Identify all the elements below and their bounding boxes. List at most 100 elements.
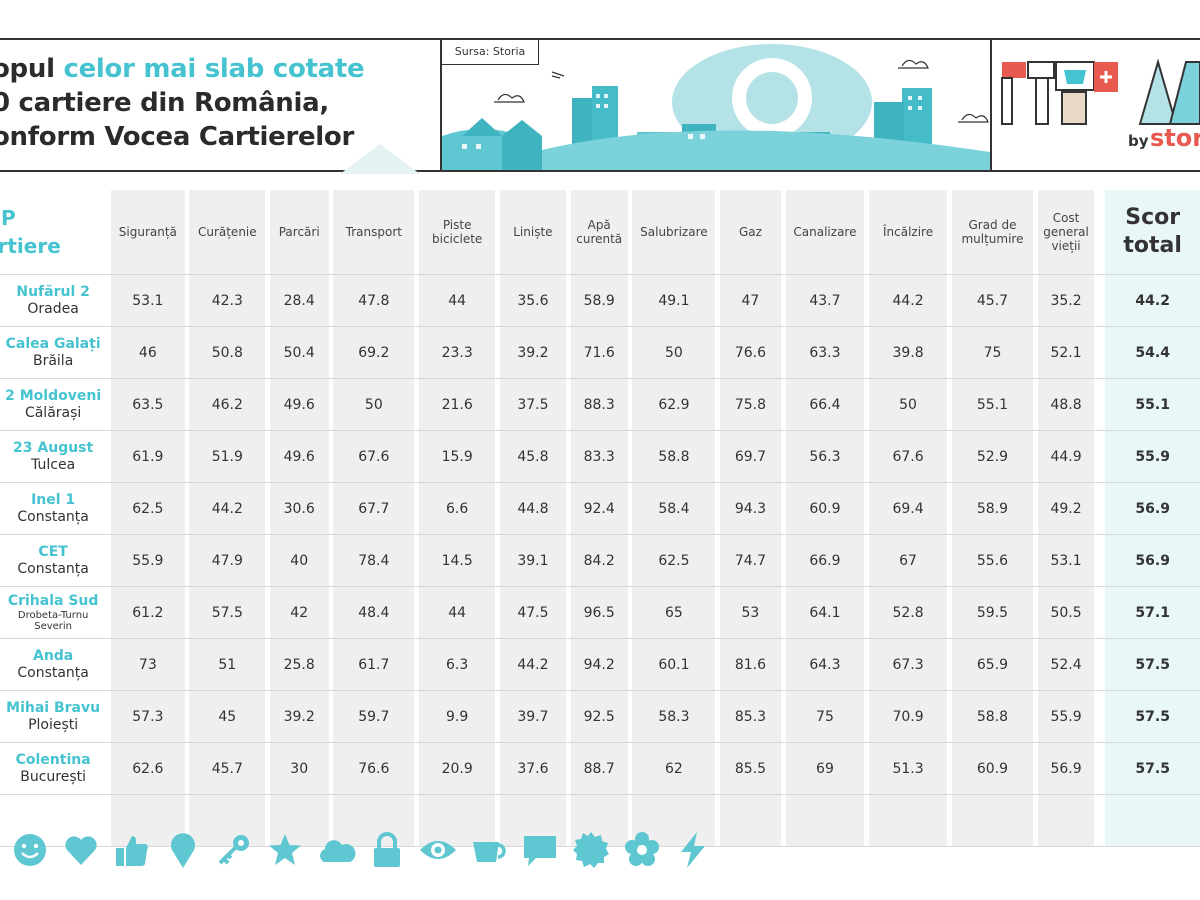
metric-value: 28.4 bbox=[269, 274, 329, 327]
column-header: Siguranță bbox=[110, 190, 185, 275]
neighborhood-cell: Mihai Bravu Ploiești bbox=[0, 690, 107, 743]
column-gap bbox=[565, 190, 571, 275]
title-accent: celor mai slab cotate bbox=[63, 54, 365, 84]
column-gap bbox=[947, 690, 952, 743]
brand-logo: by stor bbox=[990, 40, 1200, 170]
column-gap bbox=[1033, 326, 1038, 379]
metric-value: 21.6 bbox=[419, 378, 496, 431]
column-gap bbox=[265, 326, 270, 379]
column-gap bbox=[715, 638, 720, 691]
metric-value: 76.6 bbox=[333, 742, 415, 795]
metric-value: 25.8 bbox=[269, 638, 329, 691]
column-gap bbox=[1094, 638, 1106, 691]
column-gap bbox=[265, 534, 270, 587]
metric-value: 6.3 bbox=[419, 638, 496, 691]
speech-bubble-icon bbox=[520, 830, 560, 870]
metric-value: 75.8 bbox=[720, 378, 781, 431]
column-gap bbox=[947, 430, 952, 483]
column-gap bbox=[328, 190, 334, 275]
metric-value: 55.9 bbox=[1037, 690, 1095, 743]
metric-value: 45 bbox=[189, 690, 266, 743]
column-gap bbox=[864, 742, 870, 795]
score-total-value: 57.5 bbox=[1105, 742, 1200, 795]
metric-value: 71.6 bbox=[570, 326, 628, 379]
metric-value: 20.9 bbox=[419, 742, 496, 795]
score-total-header: Scor total bbox=[1105, 190, 1200, 275]
metric-value: 65.9 bbox=[951, 638, 1034, 691]
metric-value: 48.4 bbox=[333, 586, 415, 639]
metric-value: 75 bbox=[951, 326, 1034, 379]
metric-value: 83.3 bbox=[570, 430, 628, 483]
tail-cell bbox=[189, 794, 266, 847]
column-gap bbox=[565, 742, 571, 795]
metric-value: 23.3 bbox=[419, 326, 496, 379]
lock-icon bbox=[367, 830, 407, 870]
metric-value: 57.3 bbox=[110, 690, 185, 743]
metric-value: 52.8 bbox=[869, 586, 948, 639]
metric-value: 63.5 bbox=[110, 378, 185, 431]
column-gap bbox=[106, 430, 111, 483]
column-gap bbox=[328, 690, 334, 743]
metric-value: 39.8 bbox=[869, 326, 948, 379]
table-row: Calea Galați Brăila 46 50.8 50.4 69.2 23.3 39.2… bbox=[0, 326, 1200, 379]
column-gap bbox=[495, 638, 500, 691]
neighborhood-name: Nufărul 2 bbox=[16, 283, 90, 300]
column-gap bbox=[715, 190, 720, 275]
column-gap bbox=[414, 586, 420, 639]
column-gap bbox=[627, 690, 633, 743]
column-gap bbox=[947, 742, 952, 795]
metric-value: 94.2 bbox=[570, 638, 628, 691]
column-gap bbox=[627, 482, 633, 535]
metric-value: 78.4 bbox=[333, 534, 415, 587]
column-gap bbox=[947, 534, 952, 587]
column-gap bbox=[414, 690, 420, 743]
neighborhood-cell: Inel 1 Constanța bbox=[0, 482, 107, 535]
column-gap bbox=[864, 482, 870, 535]
table-body: Nufărul 2 Oradea 53.1 42.3 28.4 47.8 44 35.6 58.… bbox=[0, 274, 1200, 847]
metric-value: 76.6 bbox=[720, 326, 781, 379]
column-gap bbox=[780, 326, 786, 379]
tail-cell bbox=[414, 794, 420, 847]
metric-value: 65 bbox=[632, 586, 716, 639]
column-gap bbox=[715, 742, 720, 795]
table-row: Colentina București 62.6 45.7 30 76.6 20.9 37.6… bbox=[0, 742, 1200, 795]
metric-value: 49.6 bbox=[269, 378, 329, 431]
column-gap bbox=[265, 690, 270, 743]
column-gap bbox=[414, 274, 420, 327]
metric-value: 53.1 bbox=[1037, 534, 1095, 587]
eye-icon bbox=[418, 830, 458, 870]
metric-value: 49.2 bbox=[1037, 482, 1095, 535]
column-gap bbox=[627, 326, 633, 379]
metric-value: 67.6 bbox=[869, 430, 948, 483]
metric-value: 94.3 bbox=[720, 482, 781, 535]
metric-value: 60.1 bbox=[632, 638, 716, 691]
tail-cell bbox=[1037, 794, 1095, 847]
metric-value: 67.7 bbox=[333, 482, 415, 535]
column-gap bbox=[780, 430, 786, 483]
metric-value: 44 bbox=[419, 274, 496, 327]
column-gap bbox=[184, 274, 190, 327]
column-gap bbox=[184, 378, 190, 431]
column-header: Salubrizare bbox=[632, 190, 716, 275]
city-name: Ploiești bbox=[28, 716, 79, 733]
metric-value: 44.2 bbox=[499, 638, 566, 691]
column-gap bbox=[328, 586, 334, 639]
tail-cell bbox=[333, 794, 415, 847]
column-gap bbox=[106, 742, 111, 795]
city-illustration: Sursa: Storia bbox=[440, 40, 992, 170]
column-gap bbox=[780, 690, 786, 743]
city-name: Călărași bbox=[24, 404, 82, 421]
column-gap bbox=[627, 586, 633, 639]
metric-value: 59.7 bbox=[333, 690, 415, 743]
thumbs-up-icon bbox=[112, 830, 152, 870]
column-gap bbox=[864, 274, 870, 327]
metric-value: 58.8 bbox=[632, 430, 716, 483]
metric-value: 44.2 bbox=[869, 274, 948, 327]
column-gap bbox=[780, 638, 786, 691]
column-gap bbox=[1033, 690, 1038, 743]
metric-value: 66.9 bbox=[785, 534, 865, 587]
metric-value: 48.8 bbox=[1037, 378, 1095, 431]
map-pin-icon bbox=[163, 830, 203, 870]
column-gap bbox=[715, 326, 720, 379]
column-gap bbox=[495, 534, 500, 587]
